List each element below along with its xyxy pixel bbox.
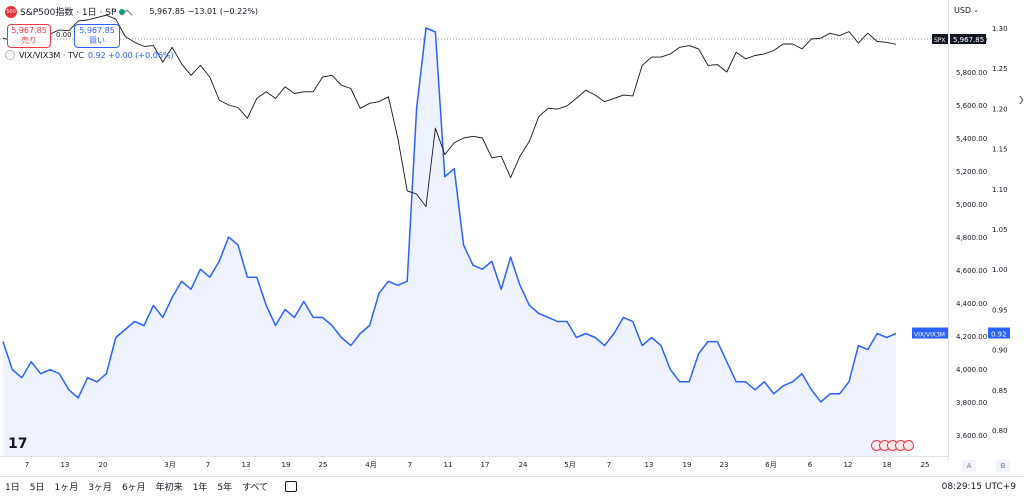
right-axis-tick: 1.30 [992, 25, 1008, 33]
time-axis-line [0, 456, 948, 457]
sell-price: 5,967.85 [11, 26, 47, 35]
right-axis-tick: 0.90 [992, 347, 1008, 355]
auto-scale-button[interactable]: A [962, 460, 976, 472]
timeframe-1m[interactable]: 1ヶ月 [54, 483, 79, 493]
x-axis-tick: 13 [61, 461, 70, 469]
x-axis-tick: 6月 [765, 461, 776, 469]
x-axis-tick: 7 [206, 461, 210, 469]
right-axis-tick: 1.15 [992, 146, 1008, 154]
symbol-title[interactable]: S&P500指数 · 1日 · SP [20, 8, 117, 18]
log-scale-button[interactable]: B [996, 460, 1010, 472]
vix-line-tag-bg [912, 327, 948, 339]
x-axis-tick: 18 [883, 461, 892, 469]
timeframe-5d[interactable]: 5日 [29, 483, 45, 493]
x-axis-tick: 5月 [564, 461, 575, 469]
chart-canvas[interactable]: 6,000.005,800.005,600.005,400.005,200.00… [0, 0, 1024, 476]
right-axis-tick: 1.20 [992, 105, 1008, 113]
left-axis-tick: 4,200.00 [956, 333, 987, 341]
right-axis-tick: 1.10 [992, 186, 1008, 194]
sp500-logo: 500 [5, 5, 17, 18]
left-axis-tick: 4,800.00 [956, 234, 987, 242]
x-axis-tick: 13 [242, 461, 251, 469]
calendar-icon[interactable] [285, 481, 298, 492]
left-axis-tick: 3,800.00 [956, 399, 987, 407]
left-axis-tick: 4,000.00 [956, 366, 987, 374]
vix-legend-name: VIX/VIX3M · TVC [19, 50, 84, 60]
left-axis-tick: 5,200.00 [956, 168, 987, 176]
x-axis-tick: 4月 [365, 461, 376, 469]
x-axis-tick: 25 [921, 461, 930, 469]
buy-label: 買い [89, 36, 105, 45]
bottom-toolbar: 1日 5日 1ヶ月 3ヶ月 6ヶ月 年初来 1年 5年 すべて 08:29:15… [0, 476, 1024, 496]
vix-series-line [2, 27, 897, 403]
left-axis-tick: 3,600.00 [956, 432, 987, 440]
left-axis-tick: 4,600.00 [956, 267, 987, 275]
vix-legend[interactable]: VIX/VIX3M · TVC 0.92 +0.00 (+0.06%) [5, 50, 174, 60]
currency-selector[interactable]: USD [954, 6, 972, 15]
left-axis-tick: 5,400.00 [956, 135, 987, 143]
spx-series-line [2, 14, 897, 207]
vix-line-tag: VIX/VIX3M [914, 332, 945, 339]
x-axis-tick: 17 [481, 461, 490, 469]
symbol-legend[interactable]: 500 S&P500指数 · 1日 · SP 5,967.85 −13.01 (… [5, 5, 258, 18]
right-axis-tick: 1.00 [992, 266, 1008, 274]
chevron-down-icon[interactable]: ⌄ [973, 6, 979, 14]
spx-price-tag: 5,967.85 [953, 36, 984, 44]
left-axis-tick: 4,400.00 [956, 300, 987, 308]
x-axis-tick: 20 [99, 461, 108, 469]
right-axis-tick: 1.05 [992, 226, 1008, 234]
x-axis-tick: 24 [519, 461, 528, 469]
x-axis-tick: 12 [844, 461, 853, 469]
x-axis-tick: 19 [282, 461, 291, 469]
timeframe-1d[interactable]: 1日 [5, 483, 20, 493]
x-axis-tick: 7 [25, 461, 29, 469]
x-axis-tick: 3月 [164, 461, 175, 469]
vix-price-tag-bg [988, 327, 1010, 339]
spx-price-tag-bg [950, 34, 986, 44]
timeframe-1y[interactable]: 1年 [192, 483, 208, 493]
x-axis-tick: 7 [607, 461, 611, 469]
x-axis-tick: 13 [645, 461, 654, 469]
ohlc-values: 5,967.85 −13.01 (−0.22%) [149, 7, 259, 16]
spx-line-tag: SPX [934, 37, 946, 44]
x-axis-tick: 25 [319, 461, 328, 469]
timeframe-5y[interactable]: 5年 [217, 483, 233, 493]
x-axis-tick: 23 [720, 461, 729, 469]
vix-legend-values: 0.92 +0.00 (+0.06%) [87, 50, 174, 60]
events-markers[interactable] [871, 440, 914, 451]
left-axis-tick: 5,000.00 [956, 201, 987, 209]
event-icon[interactable] [903, 440, 914, 451]
left-axis-tick: 5,800.00 [956, 69, 987, 77]
vix-area [3, 28, 896, 456]
timezone-clock[interactable]: 08:29:15 UTC+9 [941, 481, 1016, 492]
spx-line-tag-bg [932, 34, 948, 44]
buy-button[interactable]: 5,967.85 買い [74, 24, 120, 48]
eye-icon[interactable] [5, 50, 15, 60]
sell-button[interactable]: 5,967.85 売り [7, 24, 51, 48]
panel-toggle-icon[interactable]: ❯ [1018, 95, 1024, 104]
right-axis-tick: 1.25 [992, 65, 1008, 73]
timeframe-3m[interactable]: 3ヶ月 [88, 483, 112, 493]
vix-price-tag: 0.92 [991, 331, 1007, 339]
sell-label: 売り [21, 36, 37, 45]
timeframe-ytd[interactable]: 年初来 [155, 483, 183, 493]
x-axis-tick: 11 [444, 461, 453, 469]
x-axis-tick: 6 [808, 461, 813, 469]
right-axis-tick: 0.85 [992, 387, 1008, 395]
x-axis-tick: 7 [408, 461, 412, 469]
timeframe-all[interactable]: すべて [242, 483, 269, 493]
spread-value: 0.00 [56, 31, 72, 39]
x-axis-tick: 19 [683, 461, 692, 469]
right-axis-tick: 0.95 [992, 306, 1008, 314]
market-status-dot [119, 8, 126, 15]
right-axis-tick: 0.80 [992, 427, 1008, 435]
left-axis-tick: 5,600.00 [956, 102, 987, 110]
tradingview-logo: 17 [8, 436, 28, 452]
axis-divider [948, 0, 949, 460]
buy-price: 5,967.85 [79, 26, 115, 35]
timeframe-6m[interactable]: 6ヶ月 [121, 483, 146, 493]
